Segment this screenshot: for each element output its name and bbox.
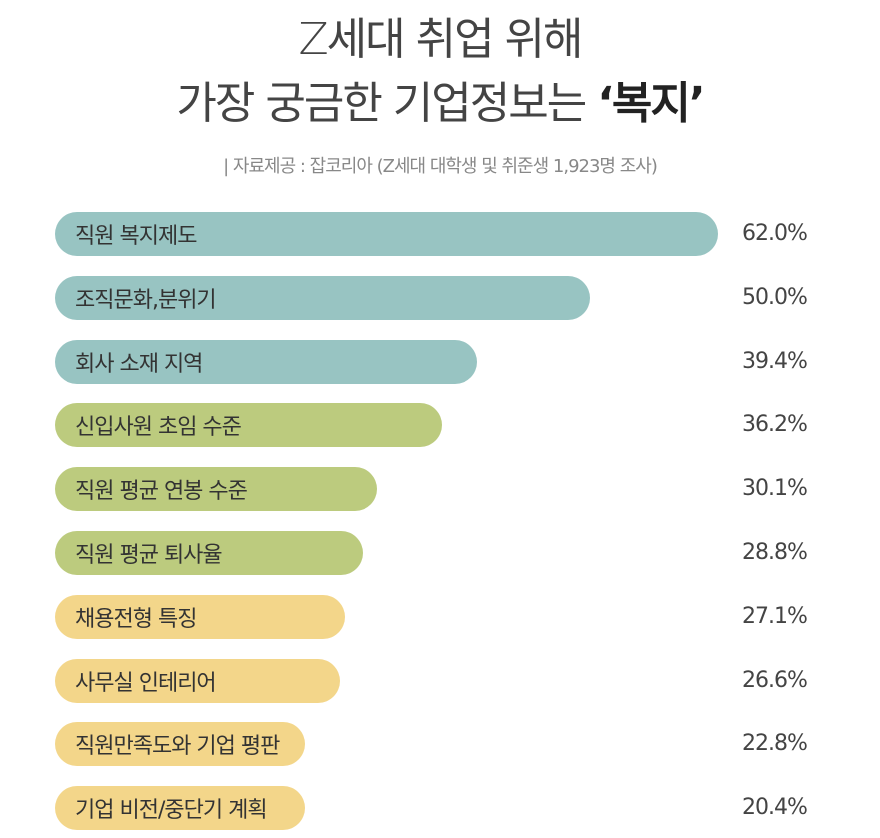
chart-title-line1: Z세대 취업 위해 <box>298 14 584 65</box>
title-prefix: 가장 궁금한 기업정보는 <box>176 78 598 129</box>
bar: 채용전형 특징 <box>55 594 345 639</box>
bar: 기업 비전/중단기 계획 <box>55 786 305 831</box>
chart-title-line2: 가장 궁금한 기업정보는 ‘복지’ <box>0 82 880 126</box>
bar-label: 직원 평균 연봉 수준 <box>75 479 248 505</box>
bar: 직원만족도와 기업 평판 <box>55 722 305 767</box>
chart-subtitle: | 자료제공 : 잡코리아 (Z세대 대학생 및 취준생 1,923명 조사) <box>223 156 658 177</box>
bar-label: 직원 복지제도 <box>75 224 197 249</box>
bar: 신입사원 초임 수준 <box>55 403 443 448</box>
bar-label: 사무실 인테리어 <box>75 670 217 696</box>
value-label: 36.2% <box>742 412 808 438</box>
bar: 회사 소재 지역 <box>55 339 477 384</box>
bar: 조직문화,분위기 <box>55 275 590 320</box>
title-highlight: ‘복지’ <box>597 78 705 129</box>
value-label: 39.4% <box>742 348 808 374</box>
value-label: 22.8% <box>742 731 808 757</box>
bar-label: 기업 비전/중단기 계획 <box>75 798 268 824</box>
bar: 직원 평균 퇴사율 <box>55 531 364 575</box>
bar-label: 직원 평균 퇴사율 <box>75 543 223 568</box>
bar-label: 신입사원 초임 수준 <box>75 415 242 441</box>
bar: 직원 평균 연봉 수준 <box>55 467 378 512</box>
bar: 사무실 인테리어 <box>55 658 340 703</box>
bar-label: 회사 소재 지역 <box>75 351 203 377</box>
value-label: 28.8% <box>742 540 808 565</box>
bar: 직원 복지제도 <box>55 212 719 256</box>
value-label: 20.4% <box>742 795 808 821</box>
value-label: 27.1% <box>742 603 808 629</box>
bar-label: 조직문화,분위기 <box>75 287 217 313</box>
bar-label: 채용전형 특징 <box>75 606 197 632</box>
value-label: 30.1% <box>742 476 808 502</box>
value-label: 50.0% <box>742 284 808 310</box>
bar-label: 직원만족도와 기업 평판 <box>75 734 280 760</box>
value-label: 26.6% <box>742 667 808 693</box>
value-label: 62.0% <box>742 221 808 246</box>
